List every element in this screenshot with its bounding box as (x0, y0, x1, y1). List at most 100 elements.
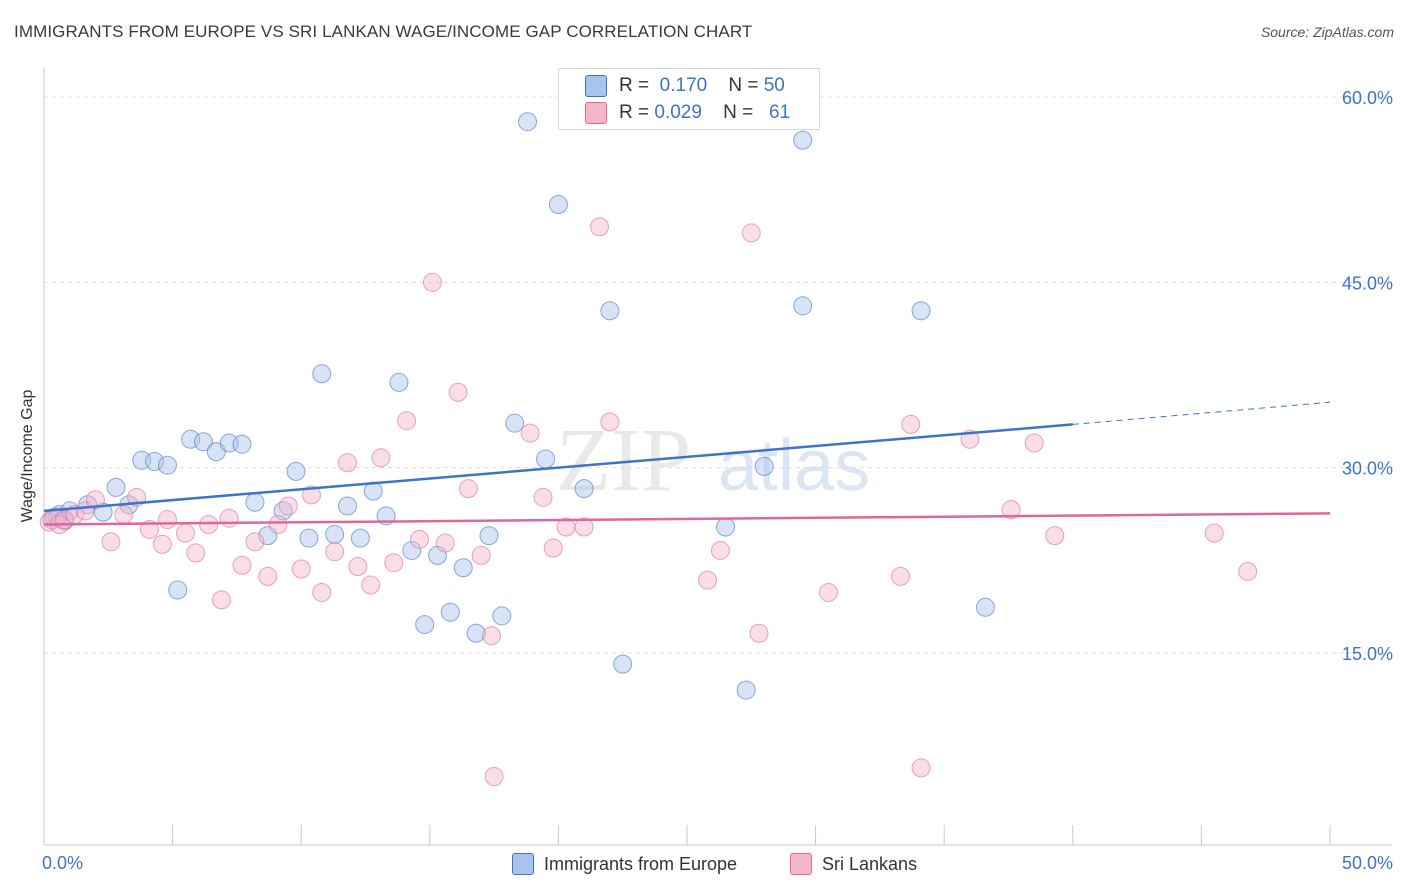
point-srilankans-30 (371, 448, 391, 468)
point-europe-35 (466, 623, 486, 643)
point-europe-22 (299, 528, 319, 548)
bottom-legend-srilankans: Sri Lankans (790, 852, 917, 876)
point-europe-44 (613, 654, 633, 674)
legend-r-value-europe: 0.170 (659, 75, 708, 96)
point-srilankans-20 (258, 566, 278, 586)
point-europe-38 (505, 413, 525, 433)
point-srilankans-27 (337, 453, 357, 473)
legend-r-value-srilankans: 0.029 (654, 102, 702, 123)
point-srilankans-41 (520, 423, 540, 443)
point-europe-32 (428, 545, 448, 565)
point-srilankans-50 (741, 223, 761, 243)
trendline-europe-extension (1072, 401, 1331, 425)
point-srilankans-14 (186, 543, 206, 563)
point-srilankans-12 (157, 510, 177, 530)
point-europe-39 (518, 112, 538, 132)
legend-r-label-europe: R = (619, 75, 650, 96)
point-srilankans-23 (291, 559, 311, 579)
point-europe-30 (402, 540, 422, 560)
point-europe-40 (536, 449, 556, 469)
legend-n-label-srilankans: N = (723, 102, 754, 123)
point-europe-10 (145, 451, 165, 471)
point-srilankans-52 (818, 582, 838, 602)
point-srilankans-35 (435, 533, 455, 553)
point-srilankans-25 (312, 582, 332, 602)
point-srilankans-53 (890, 566, 910, 586)
point-europe-37 (492, 606, 512, 626)
point-srilankans-15 (199, 515, 219, 535)
point-srilankans-21 (268, 515, 288, 535)
bottom-legend-label-europe: Immigrants from Europe (544, 853, 738, 874)
y-tick-label-15: 15.0% (1342, 644, 1393, 664)
point-srilankans-47 (600, 412, 620, 432)
trendline-europe (43, 423, 1073, 513)
legend-swatch-europe (585, 75, 607, 97)
point-europe-43 (600, 301, 620, 321)
point-srilankans-28 (348, 557, 368, 577)
watermark-zip: ZIP (556, 411, 691, 510)
point-europe-46 (736, 680, 756, 700)
point-europe-12 (168, 580, 188, 600)
legend-n-value-europe: 50 (763, 75, 785, 96)
stats-legend: R = 0.170 N = 50 R = 0.029 N = 61 (558, 68, 820, 130)
trendline-srilankans (43, 512, 1331, 526)
bottom-legend-swatch-srilankans (790, 853, 812, 875)
point-srilankans-29 (361, 575, 381, 595)
x-tick-label-50: 50.0% (1342, 853, 1393, 873)
point-srilankans-34 (422, 272, 442, 292)
point-europe-14 (193, 432, 213, 452)
point-srilankans-31 (384, 553, 404, 573)
point-europe-41 (548, 194, 568, 214)
legend-swatch-srilankans (585, 102, 607, 124)
point-europe-11 (157, 455, 177, 475)
point-srilankans-60 (1204, 523, 1224, 543)
point-srilankans-56 (960, 429, 980, 449)
point-europe-36 (479, 526, 499, 546)
point-srilankans-43 (543, 538, 563, 558)
point-srilankans-36 (448, 382, 468, 402)
point-srilankans-13 (175, 523, 195, 543)
legend-r-label-srilankans: R = (619, 102, 650, 123)
legend-row-europe: R = 0.170 N = 50 (585, 73, 785, 99)
point-europe-24 (325, 524, 345, 544)
point-srilankans-6 (85, 490, 105, 510)
legend-row-srilankans: R = 0.029 N = 61 (585, 100, 790, 126)
point-srilankans-49 (710, 540, 730, 560)
watermark-atlas: atlas (718, 426, 870, 506)
legend-n-label-europe: N = (728, 75, 759, 96)
source-label: Source: ZipAtlas.com (1260, 24, 1394, 40)
point-srilankans-55 (911, 758, 931, 778)
point-srilankans-57 (1001, 500, 1021, 520)
point-europe-7 (106, 477, 126, 497)
point-srilankans-17 (219, 508, 239, 528)
point-srilankans-24 (301, 485, 321, 505)
point-srilankans-39 (482, 626, 502, 646)
y-tick-label-45: 45.0% (1342, 273, 1393, 293)
point-europe-18 (245, 492, 265, 512)
chart-title: IMMIGRANTS FROM EUROPE VS SRI LANKAN WAG… (14, 22, 753, 41)
point-srilankans-26 (325, 542, 345, 562)
point-europe-29 (389, 372, 409, 392)
point-srilankans-19 (245, 532, 265, 552)
point-srilankans-16 (211, 590, 231, 610)
point-europe-23 (312, 364, 332, 384)
point-srilankans-10 (139, 519, 159, 539)
point-srilankans-11 (152, 534, 172, 554)
point-srilankans-40 (484, 767, 504, 787)
y-tick-label-30: 30.0% (1342, 459, 1393, 479)
point-srilankans-32 (397, 411, 417, 431)
point-srilankans-37 (458, 479, 478, 499)
point-srilankans-7 (101, 532, 121, 552)
point-srilankans-33 (410, 529, 430, 549)
x-tick-label-0: 0.0% (42, 853, 83, 873)
point-europe-21 (286, 461, 306, 481)
point-europe-34 (453, 558, 473, 578)
point-srilankans-8 (114, 505, 134, 525)
point-europe-26 (350, 528, 370, 548)
point-europe-42 (574, 479, 594, 499)
point-srilankans-54 (901, 414, 921, 434)
point-europe-49 (793, 130, 813, 150)
bottom-legend-swatch-europe (512, 853, 534, 875)
point-europe-17 (232, 434, 252, 454)
